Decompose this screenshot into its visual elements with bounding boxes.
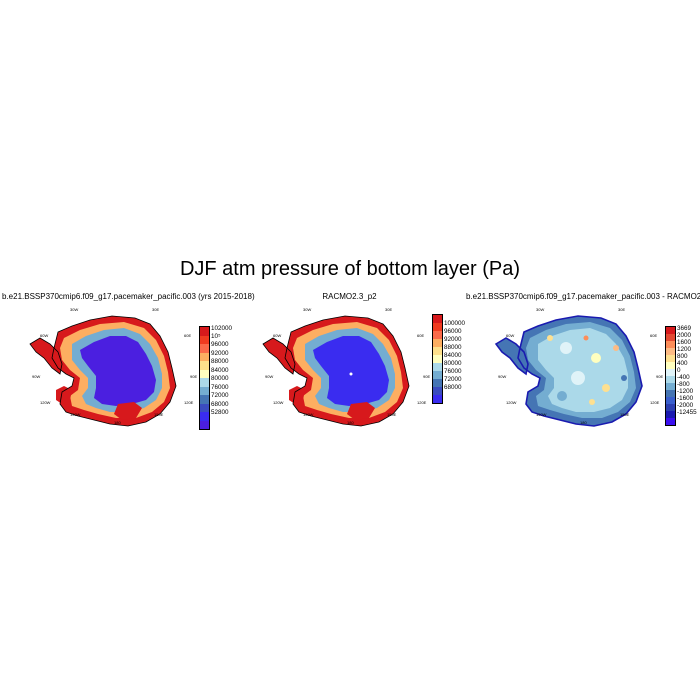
lon-label: 120W [40, 400, 51, 405]
lon-label: 90W [498, 374, 507, 379]
colorbar-label: 88000 [444, 344, 462, 351]
antarctica-continent [494, 315, 643, 427]
colorbar-label: 84000 [211, 367, 229, 374]
lon-label: 60W [40, 333, 49, 338]
antarctica-continent [262, 315, 410, 427]
colorbar-label: 96000 [444, 328, 462, 335]
lon-label: 150E [620, 412, 630, 417]
lon-label: 90E [423, 374, 431, 379]
colorbar-label: 68000 [211, 401, 229, 408]
lon-label: 120E [650, 400, 660, 405]
colorbar-label: 80000 [211, 375, 229, 382]
colorbar-label: 1200 [677, 346, 692, 353]
colorbar-label: 72000 [444, 376, 462, 383]
colorbar-label: 92000 [211, 350, 229, 357]
lon-label: 120W [506, 400, 517, 405]
colorbar [432, 314, 443, 404]
lon-label: 150E [154, 412, 164, 417]
lon-label: 150W [70, 412, 81, 417]
colorbar-label: 72000 [211, 392, 229, 399]
colorbar-label: 100000 [444, 320, 466, 327]
lon-label: 60E [184, 333, 192, 338]
lon-label: 120E [417, 400, 427, 405]
antarctica-map [494, 315, 643, 427]
panel-difference: b.e21.BSSP370cmip6.f09_g17.pacemaker_pac… [466, 292, 700, 432]
colorbar-label: 88000 [211, 358, 229, 365]
colorbar-label: -1600 [677, 395, 694, 402]
lon-label: 180 [580, 420, 587, 425]
colorbar-label: 10⁵ [211, 333, 221, 340]
panel-title: RACMO2.3_p2 [322, 292, 377, 301]
lon-label: 60W [273, 333, 282, 338]
lon-label: 60W [506, 333, 515, 338]
colorbar-label: 68000 [444, 384, 462, 391]
colorbar-label: 96000 [211, 341, 229, 348]
lon-label: 60E [650, 333, 658, 338]
figure-title: DJF atm pressure of bottom layer (Pa) [179, 258, 521, 280]
panel-model: b.e21.BSSP370cmip6.f09_g17.pacemaker_pac… [0, 292, 255, 432]
panel-title: b.e21.BSSP370cmip6.f09_g17.pacemaker_pac… [2, 292, 255, 301]
lon-label: 180 [347, 420, 354, 425]
lon-label: 150W [303, 412, 314, 417]
lon-label: 30W [70, 307, 79, 312]
colorbar-label: 76000 [444, 368, 462, 375]
lon-label: 30W [303, 307, 312, 312]
panel-racmo: RACMO2.3_p2 30W 30E 60W 60E 90W 90E 120W… [233, 292, 466, 432]
lon-label: 90W [32, 374, 41, 379]
colorbar [199, 326, 210, 430]
colorbar-label: 0 [677, 367, 681, 374]
lon-label: 90E [656, 374, 664, 379]
colorbar-label: -12455 [677, 409, 697, 416]
colorbar-label: -400 [677, 374, 690, 381]
colorbar-label: 1600 [677, 339, 692, 346]
lon-label: 30W [536, 307, 545, 312]
colorbar-label: 92000 [444, 336, 462, 343]
lon-label: 150E [387, 412, 397, 417]
colorbar-label: -1200 [677, 388, 694, 395]
colorbar-label: 400 [677, 360, 688, 367]
lon-label: 150W [536, 412, 547, 417]
colorbar-label: 102000 [211, 325, 233, 332]
colorbar-label: 52800 [211, 409, 229, 416]
antarctica-map [29, 315, 177, 427]
lon-label: 120W [273, 400, 284, 405]
lon-label: 30E [385, 307, 393, 312]
colorbar-label: -800 [677, 381, 690, 388]
colorbar-label: 76000 [211, 384, 229, 391]
lon-label: 90E [190, 374, 198, 379]
colorbar-label: 3669 [677, 325, 692, 332]
antarctica-map [262, 315, 410, 427]
colorbar-label: 2000 [677, 332, 692, 339]
lon-label: 30E [152, 307, 160, 312]
colorbar-label: 80000 [444, 360, 462, 367]
lon-label: 30E [618, 307, 626, 312]
lon-label: 180 [114, 420, 121, 425]
lon-label: 120E [184, 400, 194, 405]
colorbar-label: -2000 [677, 402, 694, 409]
colorbar-label: 84000 [444, 352, 462, 359]
colorbar-label: 800 [677, 353, 688, 360]
colorbar [665, 326, 676, 426]
antarctica-continent [29, 315, 177, 427]
panel-title: b.e21.BSSP370cmip6.f09_g17.pacemaker_pac… [466, 292, 700, 301]
lon-label: 60E [417, 333, 425, 338]
lon-label: 90W [265, 374, 274, 379]
